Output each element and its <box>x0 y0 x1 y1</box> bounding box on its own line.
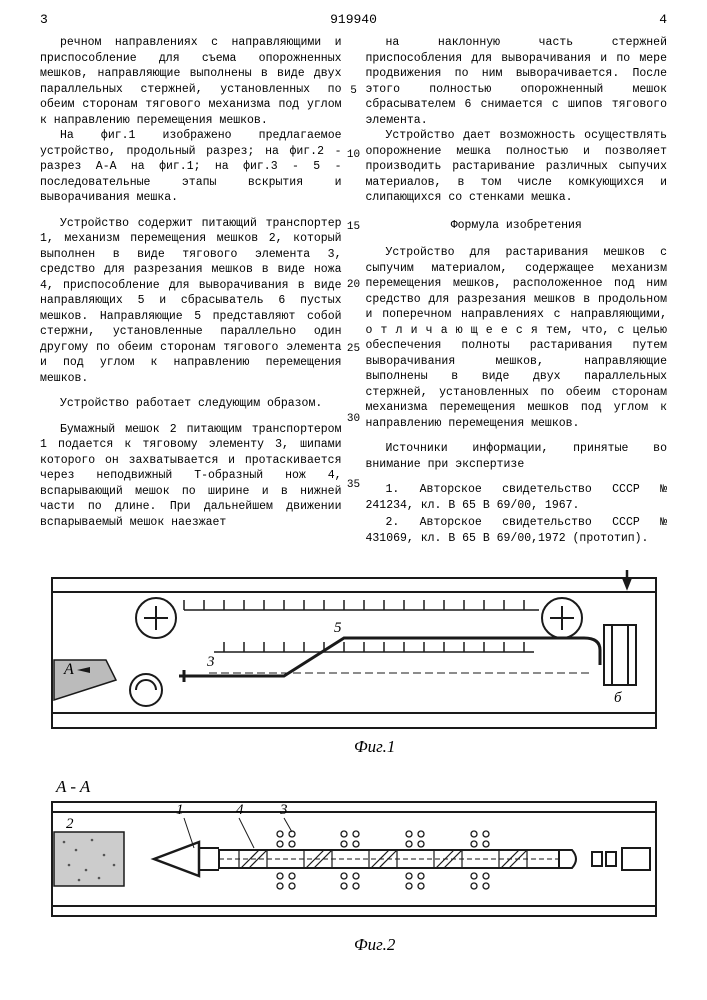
fig1-label: Фиг.1 <box>354 737 395 756</box>
column-left: речном направлениях с направляющими и пр… <box>40 35 342 556</box>
label-6: б <box>614 690 622 706</box>
page-number-left: 3 <box>40 12 100 27</box>
figures-area: A 3 5 б Фиг.1 <box>40 570 667 960</box>
paragraph: Устройство содержит питающий транспортер… <box>40 216 342 387</box>
line-number: 25 <box>347 343 360 355</box>
paragraph: Бумажный мешок 2 питающим транспортером … <box>40 422 342 531</box>
label-4: 4 <box>236 802 244 818</box>
paragraph: Устройство работает следующим образом. <box>40 396 342 412</box>
source-item: 2. Авторское свидетельство СССР № 431069… <box>366 515 668 546</box>
sources-title: Источники информации, принятые во вниман… <box>366 441 668 472</box>
fig2-label: Фиг.2 <box>354 935 396 954</box>
column-right: на наклонную часть стержней приспособлен… <box>366 35 668 556</box>
label-1: 1 <box>176 802 184 818</box>
paragraph: На фиг.1 изображено предлагаемое устройс… <box>40 128 342 206</box>
paragraph: речном направлениях с направляющими и пр… <box>40 35 342 128</box>
figure-1: A 3 5 б Фиг.1 <box>44 570 664 760</box>
page-header: 3 919940 4 <box>40 12 667 27</box>
line-number: 20 <box>347 279 360 291</box>
label-5: 5 <box>334 620 342 636</box>
line-number: 35 <box>347 479 360 491</box>
claims-title: Формула изобретения <box>366 218 668 234</box>
section-label: A - A <box>55 777 91 796</box>
label-3: 3 <box>206 654 215 670</box>
paragraph: на наклонную часть стержней приспособлен… <box>366 35 668 128</box>
paragraph: Устройство дает возможность осуществлять… <box>366 128 668 206</box>
line-number: 15 <box>347 221 360 233</box>
page-number-right: 4 <box>607 12 667 27</box>
patent-number: 919940 <box>100 12 607 27</box>
label-a: A <box>63 661 74 678</box>
label-3b: 3 <box>279 802 288 818</box>
line-number: 5 <box>350 85 357 97</box>
claim-paragraph: Устройство для растаривания мешков с сып… <box>366 245 668 431</box>
line-number: 30 <box>347 413 360 425</box>
label-2: 2 <box>66 816 74 832</box>
figure-2: A - A 2 1 4 3 Фиг.2 <box>44 770 664 960</box>
source-item: 1. Авторское свидетельство СССР № 241234… <box>366 482 668 513</box>
line-number: 10 <box>347 149 360 161</box>
